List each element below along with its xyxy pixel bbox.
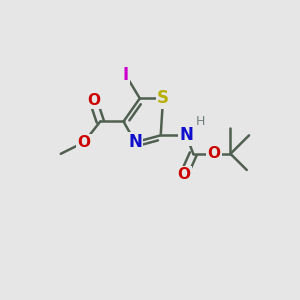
Text: O: O [208, 146, 221, 161]
Text: O: O [77, 135, 91, 150]
Text: H: H [196, 115, 205, 128]
Text: I: I [123, 66, 129, 84]
Text: O: O [178, 167, 190, 182]
Text: S: S [157, 89, 169, 107]
Text: N: N [179, 126, 193, 144]
Text: N: N [128, 133, 142, 151]
Text: O: O [87, 93, 100, 108]
